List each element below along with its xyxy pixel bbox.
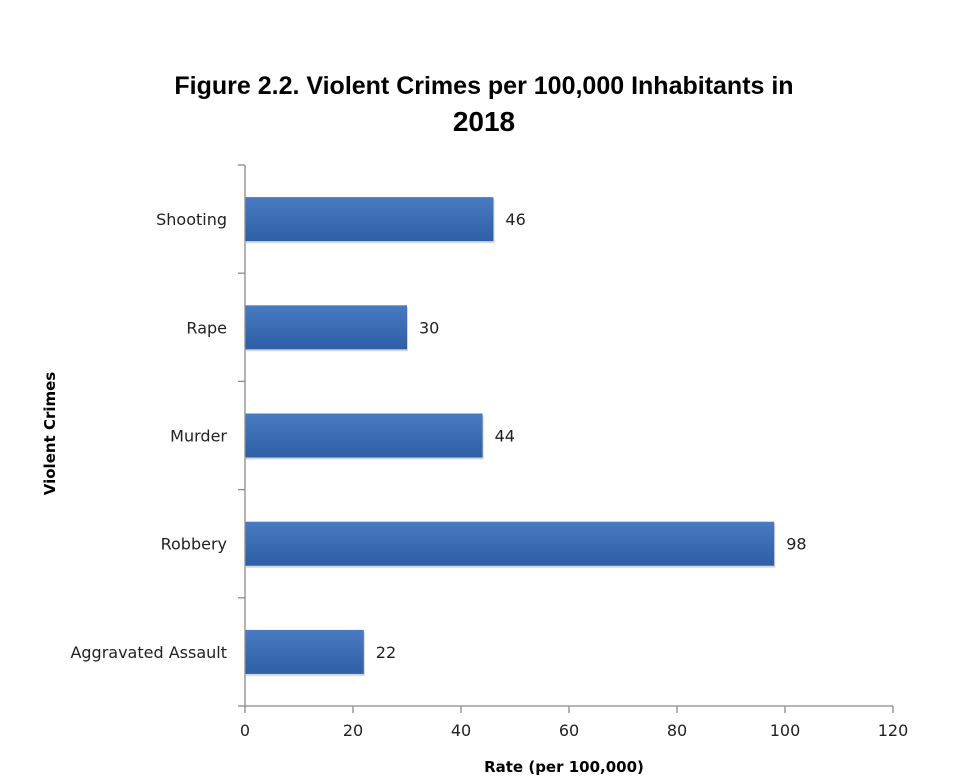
category-label: Shooting — [156, 210, 227, 229]
x-tick-label: 0 — [240, 721, 250, 740]
bar-shooting — [245, 197, 494, 242]
chart-title-line-1: Figure 2.2. Violent Crimes per 100,000 I… — [174, 72, 794, 100]
category-label: Rape — [186, 318, 227, 337]
x-tick-label: 120 — [878, 721, 909, 740]
data-label: 44 — [495, 427, 515, 446]
x-tick-label: 40 — [451, 721, 471, 740]
labels-layer: Shooting 46 Rape 30 Murder 44 Robbery 98 Aggrava… — [41, 210, 908, 776]
chart-title-line-2: 2018 — [452, 106, 516, 137]
y-axis-title: Violent Crimes — [41, 372, 59, 496]
bar-rape — [245, 305, 407, 350]
bar-aggravated-assault — [245, 629, 364, 674]
bar-murder — [245, 413, 483, 458]
category-label: Murder — [170, 427, 227, 446]
x-tick-label: 20 — [343, 721, 363, 740]
bars-layer — [245, 197, 776, 676]
data-label: 30 — [419, 318, 439, 337]
x-tick-label: 60 — [559, 721, 579, 740]
x-tick-label: 80 — [667, 721, 687, 740]
bar-robbery — [245, 521, 775, 566]
category-label: Aggravated Assault — [70, 643, 227, 662]
data-label: 46 — [505, 210, 525, 229]
axes-layer — [238, 164, 894, 713]
category-label: Robbery — [161, 535, 227, 554]
data-label: 98 — [786, 535, 806, 554]
x-tick-label: 100 — [770, 721, 801, 740]
data-label: 22 — [376, 643, 396, 662]
x-axis-title: Rate (per 100,000) — [484, 758, 644, 776]
